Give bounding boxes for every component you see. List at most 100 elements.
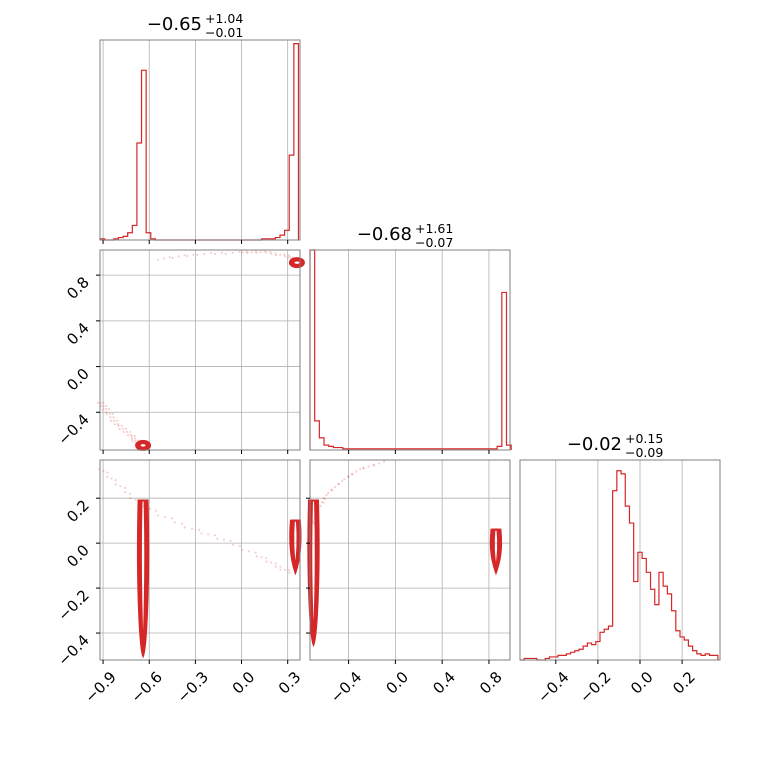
sample-point bbox=[168, 256, 171, 259]
sample-point bbox=[327, 491, 330, 495]
sample-point bbox=[196, 253, 199, 257]
sample-point bbox=[250, 251, 253, 254]
sample-point bbox=[238, 544, 241, 548]
sample-point bbox=[255, 555, 258, 558]
sample-point bbox=[112, 416, 115, 419]
sample-point bbox=[279, 565, 282, 568]
sample-point bbox=[229, 539, 232, 542]
sample-point bbox=[263, 250, 266, 253]
sample-point bbox=[183, 254, 186, 257]
sample-point bbox=[337, 482, 340, 485]
y-tick-label: 0.0 bbox=[63, 365, 93, 395]
sample-point bbox=[131, 440, 134, 443]
sample-point bbox=[210, 251, 213, 255]
sample-point bbox=[350, 473, 354, 476]
sample-point bbox=[322, 501, 325, 504]
sample-point bbox=[270, 252, 273, 255]
contour-level bbox=[292, 259, 302, 266]
sample-point bbox=[105, 412, 108, 415]
histogram-step bbox=[99, 43, 300, 241]
sample-point bbox=[274, 565, 278, 568]
sample-point bbox=[322, 497, 325, 500]
sample-point bbox=[279, 253, 282, 256]
x-tick-label: 0.0 bbox=[627, 668, 657, 698]
sample-point bbox=[224, 252, 227, 255]
sample-point bbox=[126, 434, 130, 437]
sample-point bbox=[105, 404, 108, 408]
sample-point bbox=[110, 419, 113, 422]
title-value: −0.65 bbox=[147, 14, 202, 35]
sample-point bbox=[320, 500, 324, 504]
sample-point bbox=[124, 427, 128, 430]
sample-point bbox=[105, 408, 108, 411]
sample-point bbox=[134, 439, 137, 443]
panel-frame bbox=[309, 249, 511, 451]
sample-point bbox=[289, 256, 292, 259]
sample-point bbox=[359, 467, 362, 471]
sample-point bbox=[274, 252, 277, 255]
sample-point bbox=[192, 253, 195, 256]
sample-point bbox=[279, 568, 282, 571]
sample-point bbox=[156, 258, 159, 261]
sample-point bbox=[124, 491, 127, 494]
contour-panel-2-3: −0.4 0.0 0.4 0.8 bbox=[306, 459, 511, 707]
x-tick-label: −0.9 bbox=[81, 668, 119, 706]
sample-point bbox=[216, 537, 219, 540]
sample-point bbox=[180, 522, 184, 525]
sample-point bbox=[340, 479, 344, 483]
sample-point bbox=[113, 423, 116, 426]
sample-point bbox=[241, 251, 244, 254]
sample-point bbox=[347, 475, 350, 478]
sample-point bbox=[362, 466, 365, 469]
sample-point bbox=[254, 551, 257, 554]
sample-point bbox=[325, 493, 328, 497]
panel-title: −0.65 +1.04−0.01 bbox=[147, 11, 244, 40]
y-tick-label: 0.2 bbox=[63, 496, 93, 526]
sample-point bbox=[191, 527, 194, 530]
x-tick-label: −0.4 bbox=[534, 668, 572, 706]
contour-level bbox=[136, 441, 150, 450]
sample-point bbox=[373, 464, 376, 467]
x-tick-label: 0.2 bbox=[669, 668, 699, 698]
sample-point bbox=[106, 471, 109, 474]
title-upper: +1.04 bbox=[205, 11, 243, 26]
sample-point bbox=[203, 252, 206, 256]
sample-point bbox=[241, 548, 244, 552]
sample-point bbox=[110, 477, 113, 480]
sample-point bbox=[106, 475, 109, 478]
histogram-step bbox=[309, 249, 512, 450]
histogram-panel-1 bbox=[99, 39, 301, 244]
contour-panel-1-3: −0.9 −0.6 −0.3 0.0 0.3 0.2 0.0 −0.2 −0.4 bbox=[54, 459, 304, 707]
sample-point bbox=[133, 434, 136, 438]
sample-point bbox=[102, 401, 105, 404]
sample-point bbox=[288, 568, 291, 572]
sample-point bbox=[265, 560, 268, 563]
title-value: −0.68 bbox=[357, 224, 412, 245]
sample-point bbox=[220, 251, 224, 255]
sample-point bbox=[247, 550, 250, 553]
sample-point bbox=[116, 423, 120, 426]
sample-point bbox=[274, 254, 278, 257]
sample-point bbox=[107, 407, 111, 411]
sample-point bbox=[186, 254, 189, 258]
sample-point bbox=[207, 533, 210, 536]
sample-point bbox=[130, 434, 133, 437]
sample-point bbox=[330, 488, 334, 492]
sample-point bbox=[119, 485, 122, 488]
title-lower: −0.01 bbox=[205, 25, 243, 40]
sample-point bbox=[113, 419, 116, 422]
title-upper: +1.61 bbox=[415, 221, 453, 236]
contour-level bbox=[288, 257, 305, 269]
sample-point bbox=[372, 463, 375, 466]
contour-level bbox=[310, 499, 317, 645]
sample-point bbox=[108, 412, 111, 415]
sample-point bbox=[231, 251, 234, 254]
sample-point bbox=[255, 251, 258, 254]
sample-point bbox=[362, 467, 365, 470]
y-tick-label: −0.4 bbox=[54, 410, 92, 448]
x-tick-label: 0.4 bbox=[429, 668, 459, 698]
sample-point bbox=[259, 251, 262, 254]
contour-level bbox=[138, 442, 148, 449]
x-tick-label: −0.3 bbox=[174, 668, 212, 706]
sample-point bbox=[183, 526, 187, 529]
